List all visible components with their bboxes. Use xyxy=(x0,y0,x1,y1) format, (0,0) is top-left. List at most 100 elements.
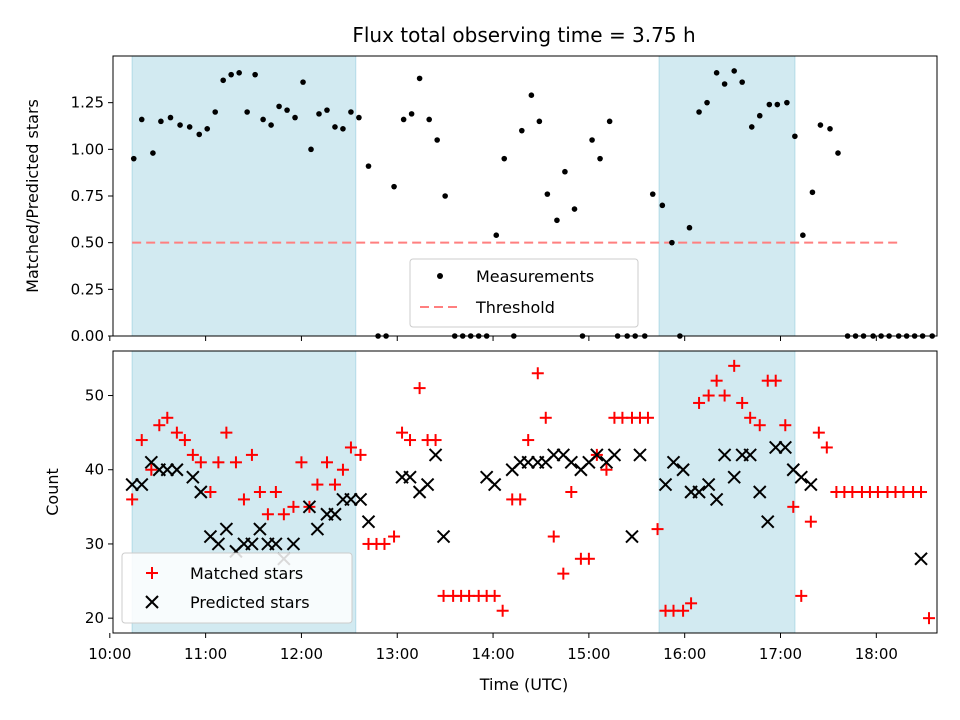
matched-star-point xyxy=(204,486,217,498)
measurement-point xyxy=(809,189,816,196)
measurement-point xyxy=(416,75,423,82)
predicted-star-stroke-b xyxy=(633,448,647,462)
top-y-tick-label: 0.25 xyxy=(71,280,104,298)
predicted-star-stroke-b xyxy=(144,455,159,470)
legend-matched-label: Matched stars xyxy=(190,564,303,583)
predicted-star-point xyxy=(607,448,622,462)
matched-star-point xyxy=(488,589,501,602)
measurement-point xyxy=(519,127,525,134)
predicted-star-point xyxy=(310,522,325,536)
matched-star-point xyxy=(229,456,242,469)
bottom-x-tick-label: 11:00 xyxy=(184,645,227,663)
predicted-star-stroke-b xyxy=(743,448,757,462)
measurement-point xyxy=(244,109,250,115)
predicted-star-point xyxy=(253,522,267,536)
matched-star-point xyxy=(557,567,570,580)
bottom-x-tick-label: 12:00 xyxy=(280,645,323,663)
measurement-point xyxy=(426,116,432,123)
matched-star-point xyxy=(429,434,442,447)
matched-star-point xyxy=(153,419,166,432)
matched-star-point xyxy=(710,374,723,387)
predicted-star-point xyxy=(709,492,724,507)
measurement-point xyxy=(212,109,219,115)
predicted-star-stroke-b xyxy=(547,448,561,462)
measurement-point xyxy=(228,71,234,78)
matched-star-point xyxy=(736,396,749,409)
bottom-x-tick-label: 17:00 xyxy=(759,645,802,663)
legend-matched-marker xyxy=(146,567,158,579)
bottom-x-tick-label: 15:00 xyxy=(567,645,610,663)
measurement-point xyxy=(731,68,737,74)
matched-star-point xyxy=(915,486,928,498)
top-y-tick-label: 0.75 xyxy=(71,187,104,205)
measurement-point xyxy=(138,116,145,123)
predicted-star-point xyxy=(547,448,561,462)
top-panel-title: Flux total observing time = 3.75 h xyxy=(352,23,695,47)
matched-star-point xyxy=(514,493,527,506)
predicted-star-stroke-b xyxy=(160,463,175,477)
predicted-star-stroke-b xyxy=(778,440,793,455)
matched-star-point xyxy=(277,508,290,521)
matched-star-point xyxy=(396,426,409,439)
measurement-point xyxy=(649,191,656,197)
measurement-point xyxy=(356,114,362,121)
measurement-point xyxy=(784,99,790,106)
measurement-point xyxy=(686,224,693,231)
predicted-star-point xyxy=(186,470,200,484)
bottom-legend-box xyxy=(121,552,353,624)
matched-star-point xyxy=(328,478,341,491)
measurement-point xyxy=(365,163,372,169)
top-y-ticks: 0.00 0.25 0.50 0.75 1.00 1.25 xyxy=(71,94,113,345)
predicted-star-point xyxy=(428,448,443,462)
measurement-point xyxy=(721,81,728,87)
matched-star-point xyxy=(600,463,613,476)
measurement-point xyxy=(713,70,720,76)
predicted-star-point xyxy=(125,477,139,492)
predicted-star-point xyxy=(794,470,808,484)
bottom-x-axis-label: Time (UTC) xyxy=(479,675,568,694)
predicted-star-stroke-b xyxy=(625,529,639,544)
bottom-y-tick-label: 40 xyxy=(85,461,104,479)
measurement-point xyxy=(817,122,824,128)
matched-star-point xyxy=(126,493,139,506)
shaded-interval xyxy=(131,55,357,337)
predicted-star-stroke-b xyxy=(607,448,622,462)
predicted-star-point xyxy=(328,507,342,521)
measurement-point xyxy=(284,107,290,113)
predicted-star-stroke-b xyxy=(428,448,443,462)
bottom-x-tick-label: 10:00 xyxy=(88,645,131,663)
matched-star-point xyxy=(186,448,199,461)
predicted-star-stroke-b xyxy=(135,477,149,492)
matched-star-point xyxy=(378,537,391,550)
legend-threshold-label: Threshold xyxy=(475,298,555,317)
bottom-x-tick-label: 13:00 xyxy=(376,645,419,663)
predicted-star-point xyxy=(666,455,681,470)
predicted-star-point xyxy=(676,463,690,477)
measurement-point xyxy=(800,232,806,238)
measurement-point xyxy=(589,137,595,143)
predicted-star-stroke-b xyxy=(914,552,928,566)
matched-star-point xyxy=(702,389,715,402)
predicted-star-point xyxy=(701,477,716,492)
predicted-star-stroke-b xyxy=(479,470,494,484)
predicted-star-stroke-b xyxy=(420,477,435,492)
measurement-point xyxy=(659,202,666,209)
measurement-point xyxy=(316,111,322,117)
legend-predicted-label: Predicted stars xyxy=(190,593,310,612)
measurement-point xyxy=(442,193,448,199)
measurement-point xyxy=(696,109,702,115)
top-legend: Measurements Threshold xyxy=(409,258,639,328)
matched-star-point xyxy=(769,374,782,387)
predicted-star-stroke-b xyxy=(590,448,604,462)
matched-star-point xyxy=(245,448,258,461)
measurement-point xyxy=(606,118,613,125)
predicted-star-stroke-b xyxy=(717,448,732,462)
measurement-point xyxy=(544,191,551,197)
matched-star-point xyxy=(565,486,578,498)
top-y-tick-label: 1.00 xyxy=(71,140,104,158)
matched-star-point xyxy=(220,426,233,439)
measurement-point xyxy=(276,103,282,110)
matched-star-point xyxy=(812,426,825,439)
measurement-point xyxy=(177,122,183,128)
